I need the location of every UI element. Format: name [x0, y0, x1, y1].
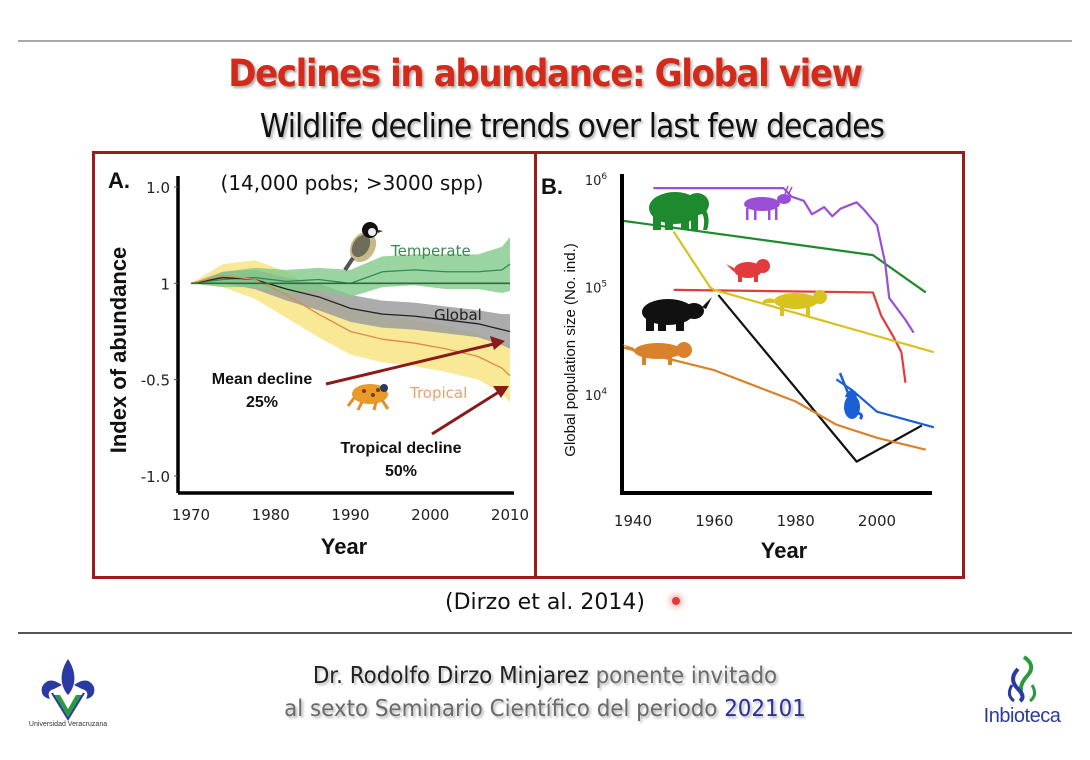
elephant-icon: [649, 192, 709, 230]
right-logo-caption: Inbioteca: [983, 705, 1061, 727]
b-x-tick-label: 1980: [777, 512, 815, 530]
speaker-name: Dr. Rodolfo Dirzo Minjarez: [312, 663, 589, 689]
b-panel-label: B.: [541, 174, 563, 199]
figure-frame: [92, 151, 965, 579]
seminar-text: al sexto Seminario Científico del period…: [284, 696, 725, 722]
a-line-tropical: [190, 274, 511, 377]
bottom-divider: [18, 632, 1072, 634]
a-x-tick-label: 2010: [491, 506, 529, 524]
b-line-tiger: [620, 345, 927, 451]
citation: (Dirzo et al. 2014): [445, 590, 645, 615]
b-line-saiga-antelope: [653, 187, 915, 334]
seminar-period: 202101: [724, 696, 806, 722]
universidad-veracruzana-logo: Universidad Veracruzana: [18, 655, 118, 735]
a-y-tick-label: 1: [160, 275, 170, 293]
left-logo-caption: Universidad Veracruzana: [28, 721, 108, 728]
a-y-tick-label: -0.5: [141, 372, 170, 390]
inbioteca-emblem-icon: [1007, 655, 1037, 703]
tasmanian-devil-icon: [726, 259, 770, 282]
a-annotation-tropical-decline-pct: 50%: [385, 463, 417, 480]
a-line-temperate: [190, 263, 511, 284]
a-x-tick-label: 1990: [331, 506, 369, 524]
slide-title: Declines in abundance: Global view: [228, 52, 863, 95]
slide-subtitle: Wildlife decline trends over last few de…: [259, 106, 885, 145]
b-x-tick-label: 2000: [858, 512, 896, 530]
b-x-label: Year: [761, 538, 808, 563]
b-y-tick-label: 105: [585, 280, 607, 297]
a-annotation-mean-decline-pct: 25%: [246, 394, 278, 411]
chickadee-bird-icon: [343, 222, 383, 272]
a-x-tick-label: 1970: [172, 506, 210, 524]
a-chart-title: (14,000 pobs; >3000 spp): [221, 171, 484, 195]
b-y-label: Global population size (No. ind.): [562, 243, 579, 456]
inbioteca-logo: Inbioteca: [972, 655, 1072, 735]
a-label-global: Global: [434, 306, 482, 324]
fleur-de-lis-icon: [41, 659, 95, 721]
panel-divider: [534, 151, 537, 576]
a-y-label: Index of abundance: [106, 247, 131, 454]
speaker-role: ponente invitado: [588, 663, 778, 689]
b-x-tick-label: 1940: [614, 512, 652, 530]
footer-line-2: al sexto Seminario Científico del period…: [38, 696, 1052, 722]
a-annotation-mean-decline: Mean decline: [212, 371, 313, 388]
top-divider: [18, 40, 1072, 42]
a-arrow-mean-decline: [325, 336, 505, 386]
footer-line-1: Dr. Rodolfo Dirzo Minjarez ponente invit…: [38, 663, 1052, 689]
a-y-tick-label: -1.0: [141, 468, 170, 486]
poison-frog-icon: [346, 384, 390, 411]
b-line-tasmanian-devil: [673, 288, 907, 383]
rhino-icon: [642, 297, 712, 331]
a-panel-label: A.: [108, 168, 130, 193]
b-line-elephant: [620, 219, 927, 294]
a-x-tick-label: 2000: [411, 506, 449, 524]
b-line-black-rhino: [717, 294, 923, 463]
a-label-tropical: Tropical: [409, 384, 467, 402]
a-band-temperate: [191, 237, 510, 297]
saiga-icon: [744, 185, 793, 220]
a-x-label: Year: [321, 534, 368, 559]
a-annotation-tropical-decline: Tropical decline: [341, 440, 462, 457]
a-y-tick-label: 1.0: [146, 179, 170, 197]
a-label-temperate: Temperate: [390, 242, 471, 260]
orangutan-icon: [838, 372, 864, 421]
cheetah-icon: [762, 290, 827, 316]
pointer-cursor-dot: [672, 597, 680, 605]
b-y-tick-label: 106: [585, 172, 608, 189]
b-y-tick-label: 104: [585, 387, 608, 404]
b-line-cheetah: [672, 231, 935, 354]
tiger-icon: [622, 342, 692, 365]
b-x-tick-label: 1960: [695, 512, 733, 530]
a-arrow-tropical-decline: [431, 386, 509, 436]
a-x-tick-label: 1980: [252, 506, 290, 524]
